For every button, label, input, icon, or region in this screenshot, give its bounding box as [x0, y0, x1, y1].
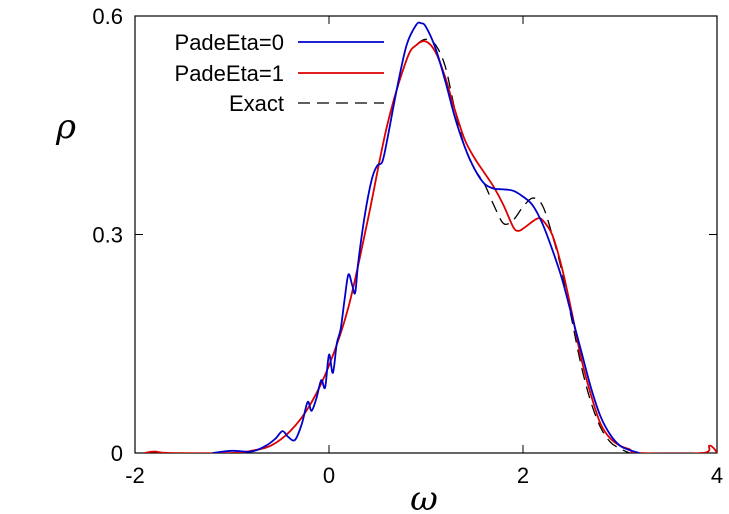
y-tick-label: 0.3 [92, 223, 123, 248]
x-axis-label: ω [410, 479, 438, 514]
legend-label: PadeEta=1 [175, 61, 284, 86]
legend-label: Exact [229, 91, 284, 116]
y-tick-label: 0 [111, 441, 123, 466]
y-tick-label: 0.6 [92, 4, 123, 29]
series-line-padeeta-0 [212, 21, 640, 453]
x-tick-label: -2 [125, 463, 145, 488]
legend-label: PadeEta=0 [175, 30, 284, 55]
y-axis-label: ρ [55, 107, 76, 147]
legend: PadeEta=0 PadeEta=1 Exact [175, 30, 384, 116]
x-tick-label: 0 [323, 463, 335, 488]
x-tick-label: 4 [711, 463, 723, 488]
x-tick-label: 2 [517, 463, 529, 488]
series-layer [144, 21, 717, 453]
